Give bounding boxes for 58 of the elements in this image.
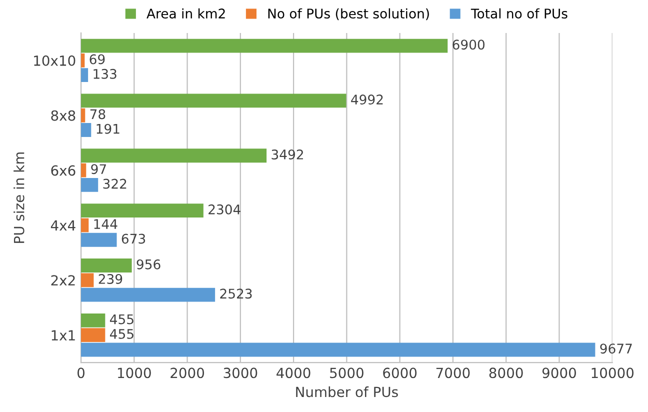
bar	[81, 68, 88, 82]
y-axis-title: PU size in km	[14, 152, 24, 243]
y-tick-label: 8x8	[51, 110, 76, 121]
x-tick-label: 3000	[224, 368, 258, 378]
bar	[81, 258, 132, 272]
bar	[81, 232, 117, 247]
data-label: 3492	[272, 149, 303, 160]
x-tick-label: 6000	[383, 368, 417, 378]
bar	[81, 108, 86, 122]
data-label: 455	[110, 314, 134, 324]
data-label: 191	[96, 124, 120, 134]
bar	[81, 53, 85, 68]
data-label: 69	[90, 54, 105, 64]
x-tick-label: 1000	[118, 368, 151, 378]
bar	[81, 123, 92, 137]
x-tick-label: 10000	[592, 368, 634, 378]
data-label: 956	[136, 259, 160, 270]
bar	[81, 204, 204, 218]
y-tick-label: 4x4	[50, 220, 76, 231]
bar	[81, 218, 89, 232]
x-tick-label: 8000	[489, 368, 523, 378]
x-tick-label: 7000	[436, 368, 470, 378]
bar	[81, 38, 448, 53]
legend-label: No of PUs (best solution)	[268, 8, 429, 20]
data-label: 673	[122, 234, 146, 244]
data-label: 133	[94, 68, 116, 79]
data-label: 2304	[208, 204, 240, 214]
legend-label: Area in km2	[146, 8, 225, 19]
bar	[81, 178, 98, 192]
bar	[81, 163, 86, 178]
data-label: 78	[90, 109, 106, 120]
data-label: 239	[98, 274, 122, 284]
x-tick-label: 5000	[330, 368, 364, 378]
y-tick-label: 10x10	[34, 55, 76, 66]
bar	[81, 313, 106, 328]
bar	[81, 273, 94, 288]
bar	[81, 288, 216, 302]
x-tick-label: 9000	[542, 368, 576, 378]
x-axis-title: Number of PUs	[296, 386, 398, 398]
y-tick-label: 2x2	[51, 275, 75, 286]
data-label: 6900	[452, 40, 485, 50]
data-label: 322	[103, 178, 126, 189]
data-label: 144	[94, 219, 118, 229]
x-tick-label: 0	[77, 368, 84, 378]
data-label: 97	[91, 164, 106, 174]
data-label: 2523	[220, 288, 252, 299]
x-tick-label: 4000	[276, 368, 310, 378]
bar	[81, 342, 596, 357]
legend-label: Total no of PUs	[470, 8, 568, 19]
y-tick-label: 6x6	[51, 165, 76, 176]
bar	[81, 94, 346, 108]
data-label: 9677	[600, 344, 632, 354]
data-label: 455	[110, 329, 134, 339]
bar	[81, 328, 106, 342]
data-label: 4992	[351, 94, 383, 105]
bar	[81, 148, 267, 163]
x-tick-label: 2000	[170, 368, 204, 378]
y-tick-label: 1x1	[52, 330, 75, 340]
